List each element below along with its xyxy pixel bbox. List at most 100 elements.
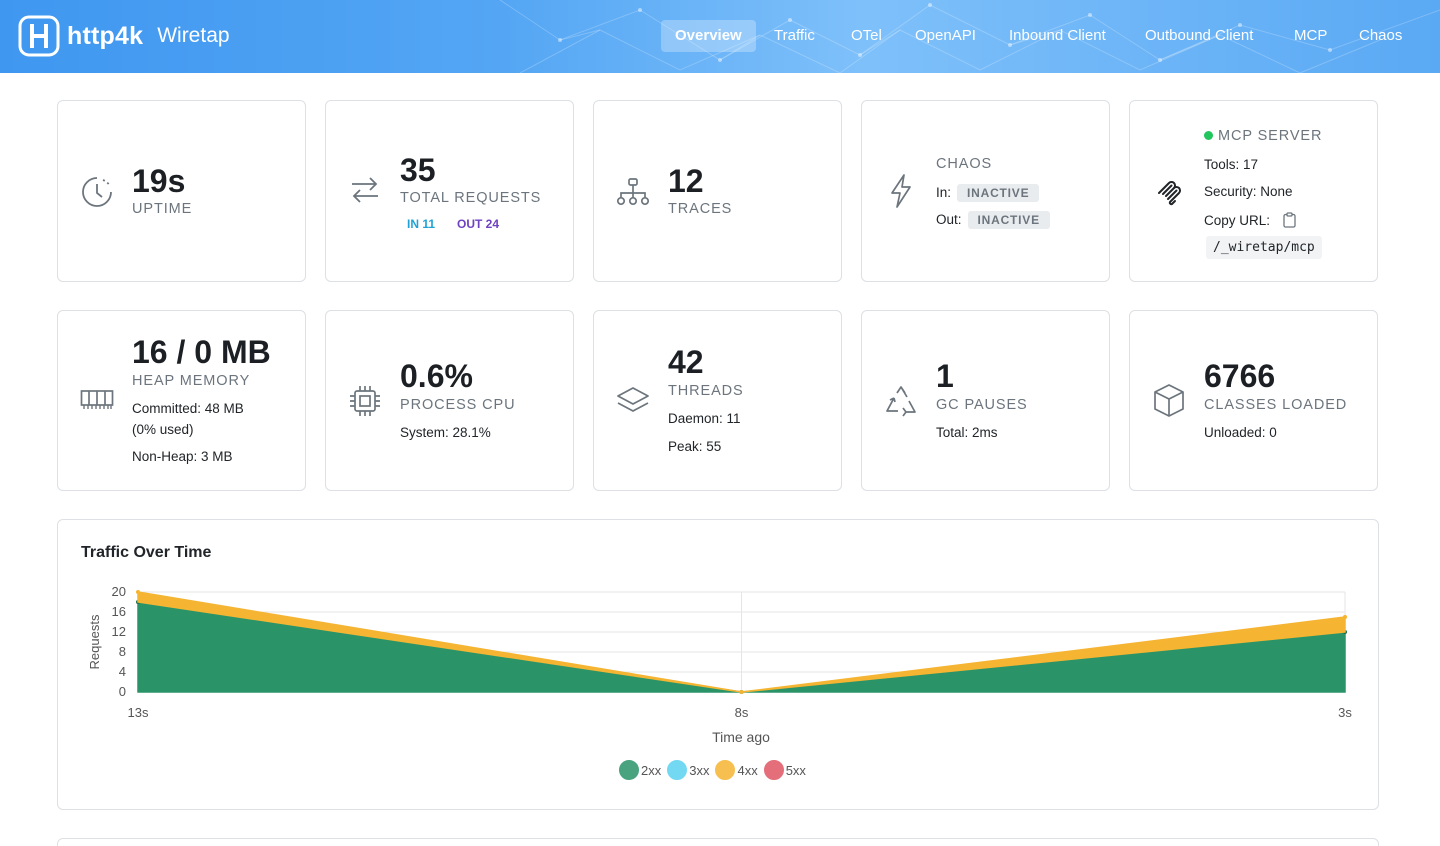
traces-card: 12 TRACES — [593, 100, 842, 282]
lightning-icon — [891, 174, 911, 208]
brand-name: http4k — [67, 21, 144, 50]
total-requests-label: TOTAL REQUESTS — [400, 190, 542, 206]
process-cpu-label: PROCESS CPU — [400, 397, 516, 413]
nav-traffic[interactable]: Traffic — [774, 27, 815, 44]
legend-item-5xx[interactable]: 5xx — [763, 760, 806, 780]
mcp-server-label: MCP SERVER — [1218, 128, 1323, 144]
process-cpu-value: 0.6% — [400, 358, 473, 394]
legend-label: 5xx — [785, 762, 806, 778]
traffic-chart-card: Traffic Over Time 0 4 8 12 16 20 13s 8s 3s Requ… — [57, 519, 1379, 810]
brand[interactable]: http4k Wiretap — [18, 15, 230, 57]
chart-y-tick-label: 12 — [112, 624, 126, 639]
nav-otel[interactable]: OTel — [851, 27, 882, 44]
chaos-out-label: Out: — [936, 212, 962, 227]
classes-unloaded: Unloaded: 0 — [1204, 425, 1277, 440]
nav-inbound-client[interactable]: Inbound Client — [1009, 27, 1106, 44]
peak-threads: Peak: 55 — [668, 439, 722, 454]
gc-total-time: Total: 2ms — [936, 425, 998, 440]
chart-title: Traffic Over Time — [81, 544, 212, 561]
chart-point-4xx — [136, 590, 140, 594]
total-requests-value: 35 — [400, 152, 436, 188]
mcp-logo-icon — [1158, 181, 1182, 206]
clock-icon — [82, 177, 112, 207]
chart-legend: 2xx 3xx 4xx 5xx — [619, 760, 812, 780]
threads-card: 42 THREADS Daemon: 11 Peak: 55 — [593, 310, 842, 491]
gc-pauses-card: 1 GC PAUSES Total: 2ms — [861, 310, 1110, 491]
nav-chaos[interactable]: Chaos — [1359, 27, 1403, 44]
nav-overview[interactable]: Overview — [661, 20, 756, 52]
uptime-value: 19s — [132, 163, 186, 199]
chart-y-tick-label: 8 — [119, 644, 126, 659]
chart-x-tick-label: 13s — [128, 705, 149, 720]
process-cpu-card: 0.6% PROCESS CPU System: 28.1% — [325, 310, 574, 491]
legend-swatch — [763, 760, 784, 780]
heap-memory-value: 16 / 0 MB — [132, 334, 271, 370]
clipboard-icon[interactable] — [1283, 212, 1296, 228]
mcp-server-card: MCP SERVER Tools: 17 Security: None Copy… — [1129, 100, 1378, 282]
main-nav: Overview Traffic OTel OpenAPI Inbound Cl… — [0, 20, 1440, 52]
legend-item-3xx[interactable]: 3xx — [667, 760, 709, 780]
traffic-chart: 0 4 8 12 16 20 13s 8s 3s Requests Time ago — [87, 584, 1352, 745]
requests-in-count: IN 11 — [407, 217, 436, 231]
nav-mcp[interactable]: MCP — [1294, 27, 1328, 44]
chaos-out-row: Out: INACTIVE — [936, 211, 1050, 229]
recycle-icon — [886, 386, 916, 417]
heap-used-percent: (0% used) — [132, 422, 194, 437]
legend-label: 3xx — [689, 762, 710, 778]
mcp-tools: Tools: 17 — [1204, 157, 1259, 172]
system-cpu: System: 28.1% — [400, 425, 491, 440]
chart-y-tick-label: 0 — [119, 684, 126, 699]
gc-pauses-label: GC PAUSES — [936, 397, 1028, 413]
arrows-exchange-icon — [352, 177, 378, 203]
cube-icon — [1154, 384, 1184, 417]
top-navbar: http4k Wiretap Overview Traffic OTel Ope… — [0, 0, 1440, 73]
chart-y-axis-label: Requests — [87, 614, 102, 669]
memory-icon — [80, 390, 114, 409]
legend-item-2xx[interactable]: 2xx — [619, 760, 661, 780]
chart-y-tick-label: 20 — [112, 584, 126, 599]
legend-swatch — [715, 760, 736, 780]
chart-x-axis-label: Time ago — [712, 729, 770, 745]
classes-loaded-card: 6766 CLASSES LOADED Unloaded: 0 — [1129, 310, 1378, 491]
total-requests-card: 35 TOTAL REQUESTS IN 11 OUT 24 — [325, 100, 574, 282]
brand-subtitle: Wiretap — [157, 24, 230, 47]
sitemap-icon — [616, 178, 650, 206]
network-background — [499, 0, 1440, 73]
non-heap-memory: Non-Heap: 3 MB — [132, 449, 233, 464]
heap-memory-card: 16 / 0 MB HEAP MEMORY Committed: 48 MB (… — [57, 310, 306, 491]
chaos-in-row: In: INACTIVE — [936, 184, 1040, 202]
threads-label: THREADS — [668, 383, 744, 399]
next-panel-card — [57, 838, 1379, 846]
chaos-label: CHAOS — [936, 156, 993, 172]
http4k-logo-icon — [18, 15, 60, 57]
heap-committed: Committed: 48 MB — [132, 401, 244, 416]
requests-out-count: OUT 24 — [457, 217, 500, 231]
legend-label: 2xx — [641, 762, 662, 778]
mcp-server-status: MCP SERVER — [1204, 128, 1322, 144]
uptime-label: UPTIME — [132, 201, 193, 217]
nav-openapi[interactable]: OpenAPI — [915, 27, 976, 44]
legend-item-4xx[interactable]: 4xx — [715, 760, 758, 780]
heap-memory-label: HEAP MEMORY — [132, 373, 251, 389]
traces-label: TRACES — [668, 201, 733, 217]
chart-x-tick-label: 3s — [1338, 705, 1352, 720]
classes-loaded-label: CLASSES LOADED — [1204, 397, 1348, 413]
threads-value: 42 — [668, 344, 704, 380]
chaos-card: CHAOS In: INACTIVE Out: INACTIVE — [861, 100, 1110, 282]
status-online-dot — [1204, 130, 1213, 140]
traces-value: 12 — [668, 163, 704, 199]
mcp-url-path[interactable]: /_wiretap/mcp — [1206, 236, 1322, 259]
chaos-in-label: In: — [936, 185, 952, 200]
layers-icon — [617, 387, 649, 412]
daemon-threads: Daemon: 11 — [668, 411, 741, 426]
legend-swatch — [619, 760, 639, 780]
chart-point-4xx — [739, 690, 744, 694]
chart-y-tick-label: 4 — [119, 664, 126, 679]
mcp-security: Security: None — [1204, 184, 1293, 199]
chart-y-tick-label: 16 — [112, 604, 126, 619]
chaos-in-status-badge: INACTIVE — [957, 184, 1040, 202]
uptime-card: 19s UPTIME — [57, 100, 306, 282]
nav-outbound-client[interactable]: Outbound Client — [1145, 27, 1254, 44]
chart-point-4xx — [1343, 615, 1347, 619]
classes-loaded-value: 6766 — [1204, 358, 1276, 394]
